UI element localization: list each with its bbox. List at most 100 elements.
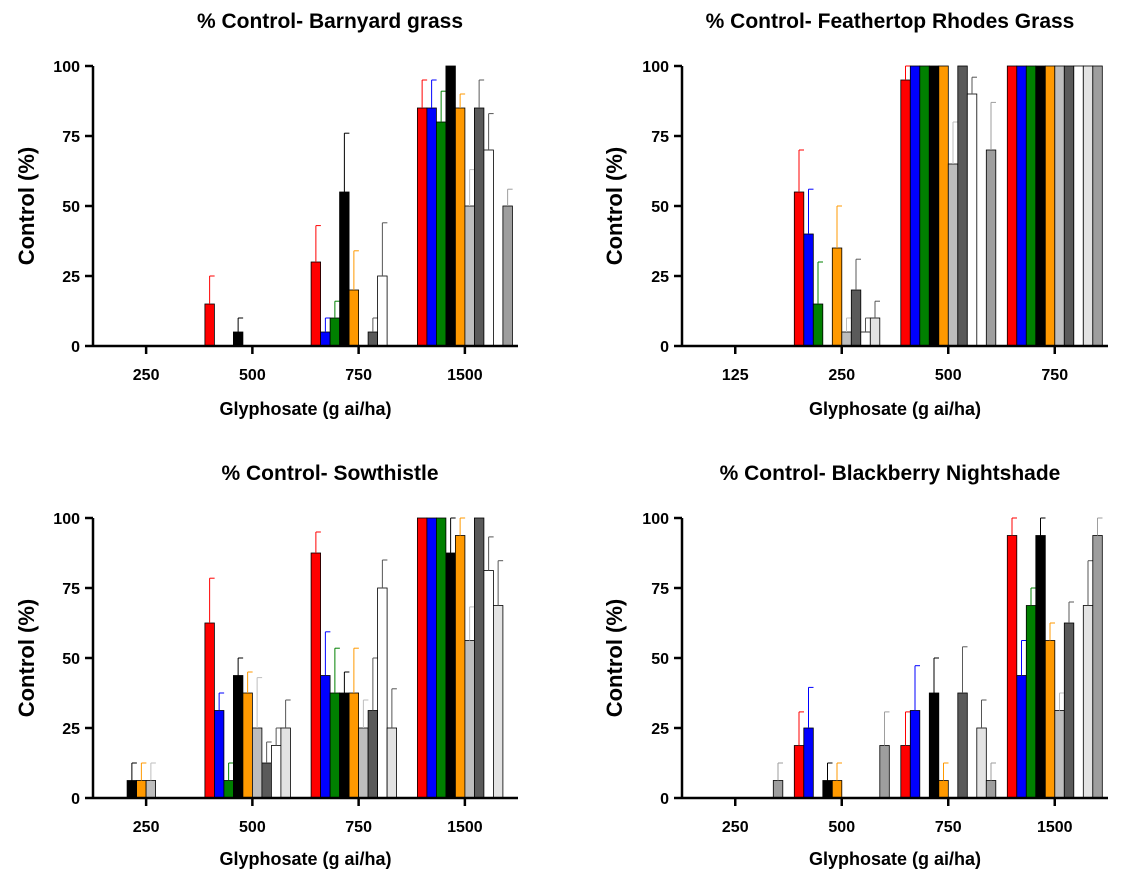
bar-series-7-1500 [1063, 622, 1075, 799]
bar-series-7-750 [1063, 65, 1075, 347]
y-tick-label: 100 [642, 511, 669, 528]
bar-series-3-750 [329, 317, 341, 347]
y-axis-label: Control (%) [602, 147, 627, 266]
bar-series-1-500 [204, 622, 215, 799]
bar-series-9-750 [976, 727, 987, 799]
x-tick-label: 250 [828, 367, 855, 384]
bar-series-3-500 [223, 780, 234, 799]
bar-series-2-750 [1016, 65, 1027, 347]
bar-series-6-1500 [1054, 710, 1065, 799]
bar-series-6-500 [947, 163, 959, 347]
x-tick-label: 500 [935, 367, 962, 384]
bar-series-2-1500 [426, 107, 437, 347]
y-axis-label: Control (%) [602, 599, 627, 718]
bar-series-6-1500 [464, 640, 475, 799]
x-tick-label: 750 [935, 819, 962, 836]
bar-series-7-750 [957, 692, 968, 799]
y-tick-label: 50 [62, 651, 80, 668]
chart-title: % Control- Barnyard grass [197, 10, 463, 33]
y-tick-label: 75 [651, 581, 669, 598]
bar-series-1-750 [900, 745, 911, 799]
x-tick-label: 125 [722, 367, 749, 384]
x-tick-label: 500 [239, 819, 266, 836]
bar-series-10-500 [985, 149, 997, 347]
bar-series-5-750 [348, 289, 360, 347]
x-tick-label: 250 [133, 367, 160, 384]
x-axis-label: Glyphosate (g ai/ha) [219, 399, 391, 419]
bar-series-7-750 [367, 710, 379, 799]
bar-series-2-1500 [426, 517, 437, 799]
bar-series-4-750 [339, 191, 350, 347]
bar-series-4-500 [232, 675, 244, 799]
bar-series-10-1500 [502, 205, 513, 347]
bar-series-8-750 [377, 587, 388, 799]
bar-series-5-500 [831, 780, 843, 799]
x-tick-label: 500 [828, 819, 855, 836]
bar-series-7-500 [957, 65, 968, 347]
bar-series-3-750 [1025, 65, 1037, 347]
chart-panel-3: % Control- Sowthistle Control (%) Glyphosa… [14, 462, 518, 869]
x-tick-label: 750 [1041, 367, 1068, 384]
bar-series-4-750 [1035, 65, 1046, 347]
bar-series-10-750 [985, 780, 997, 799]
bar-series-1-1500 [1006, 535, 1018, 799]
bar-series-5-250 [831, 247, 843, 347]
x-tick-label: 500 [239, 367, 266, 384]
bar-series-5-750 [348, 692, 360, 799]
y-tick-label: 25 [62, 721, 80, 738]
bar-series-1-750 [310, 261, 322, 347]
bar-series-3-1500 [1025, 605, 1037, 799]
bar-series-3-500 [919, 65, 930, 347]
x-tick-label: 750 [345, 367, 372, 384]
bar-series-3-250 [812, 303, 824, 347]
bar-series-2-1500 [1016, 675, 1027, 799]
bar-series-1-500 [793, 745, 805, 799]
x-axis-label: Glyphosate (g ai/ha) [809, 399, 981, 419]
y-tick-label: 25 [651, 721, 669, 738]
chart-panel-1: % Control- Barnyard grass Control (%) Glyp… [14, 10, 518, 419]
y-tick-label: 75 [651, 129, 669, 146]
bar-series-4-1500 [445, 552, 456, 799]
y-tick-label: 75 [62, 581, 80, 598]
bar-series-6-750 [1054, 65, 1065, 347]
y-tick-label: 50 [651, 651, 669, 668]
chart-panel-4: % Control- Blackberry Nightshade Control … [602, 462, 1108, 869]
bar-series-3-750 [329, 692, 341, 799]
bar-series-7-1500 [473, 517, 485, 799]
bar-series-4-750 [339, 692, 350, 799]
y-axis-label: Control (%) [14, 599, 39, 718]
bar-series-9-500 [280, 727, 291, 799]
bar-series-2-500 [213, 710, 225, 799]
y-tick-label: 25 [62, 269, 80, 286]
bar-series-5-1500 [454, 535, 466, 799]
bar-series-9-750 [386, 727, 398, 799]
bar-series-8-1500 [483, 149, 494, 347]
y-tick-label: 50 [651, 199, 669, 216]
bar-series-2-500 [909, 65, 921, 347]
bar-series-5-250 [136, 780, 147, 799]
y-tick-label: 0 [71, 339, 80, 356]
bar-series-7-750 [367, 331, 379, 347]
x-axis-label: Glyphosate (g ai/ha) [809, 849, 981, 869]
bar-series-4-250 [126, 780, 137, 799]
y-tick-label: 50 [62, 199, 80, 216]
chart-title: % Control- Feathertop Rhodes Grass [706, 10, 1075, 33]
y-tick-label: 100 [53, 511, 80, 528]
bar-series-4-500 [928, 65, 940, 347]
bar-series-5-500 [938, 65, 949, 347]
bar-series-1-750 [1006, 65, 1018, 347]
bar-series-4-500 [822, 780, 833, 799]
bar-series-6-750 [358, 727, 369, 799]
bar-series-8-500 [966, 93, 978, 347]
bar-series-3-1500 [435, 517, 447, 799]
bar-series-5-1500 [1044, 640, 1056, 799]
x-axis-label: Glyphosate (g ai/ha) [219, 849, 391, 869]
bar-series-5-1500 [454, 107, 466, 347]
bar-series-6-250 [145, 780, 157, 799]
bar-series-5-750 [1044, 65, 1056, 347]
y-axis-label: Control (%) [14, 147, 39, 266]
bar-series-7-250 [850, 289, 862, 347]
y-tick-label: 25 [651, 269, 669, 286]
bar-series-8-500 [270, 745, 282, 799]
bar-series-4-1500 [1035, 535, 1046, 799]
